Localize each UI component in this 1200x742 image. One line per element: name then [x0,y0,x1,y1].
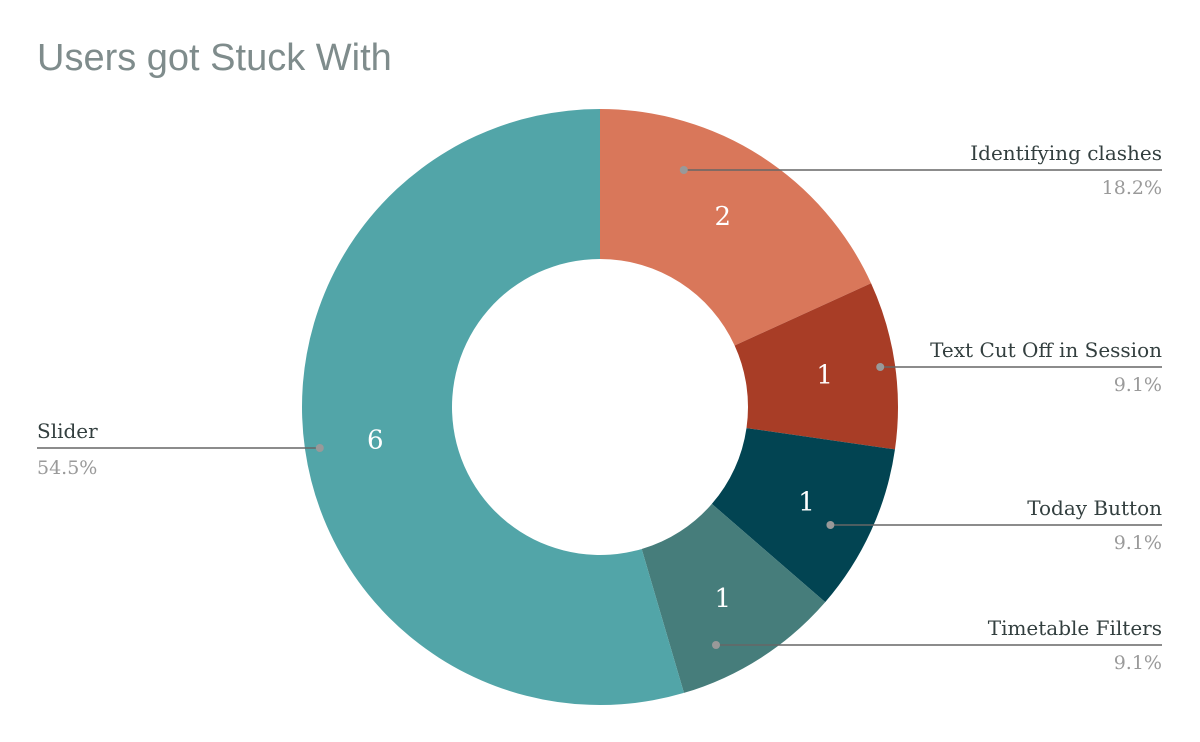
leader-lines-group [37,166,1162,649]
legend-label-text-cut-off-in-session: Text Cut Off in Session [930,338,1162,362]
slice-timetable-filters [641,503,826,693]
value-label-timetable-filters: 1 [714,584,731,614]
slice-slider [301,109,684,705]
legend-percent-identifying-clashes: 18.2% [1102,177,1162,199]
legend-label-today-button: Today Button [1027,496,1162,520]
leader-dot-timetable-filters [711,641,720,649]
slice-identifying-clashes [600,109,872,346]
legend-label-identifying-clashes: Identifying clashes [970,141,1162,165]
slice-today-button [711,428,895,603]
labels-group: 2 Identifying clashes 18.2% 1 Text Cut Off i… [37,141,1162,674]
legend-label-slider: Slider [37,419,98,443]
value-label-identifying-clashes: 2 [714,202,731,232]
legend-percent-today-button: 9.1% [1114,532,1162,554]
legend-percent-timetable-filters: 9.1% [1114,652,1162,674]
value-label-text-cut-off-in-session: 1 [816,361,833,391]
leader-dot-slider [315,444,324,452]
leader-dot-today-button [826,521,835,529]
chart-title: Users got Stuck With [37,37,392,79]
slices-group [301,109,898,705]
value-label-slider: 6 [367,425,384,455]
legend-label-timetable-filters: Timetable Filters [988,616,1162,640]
leader-dot-text-cut-off-in-session [876,363,885,371]
value-label-today-button: 1 [798,487,815,517]
slice-text-cut-off-in-session [734,283,898,450]
legend-percent-text-cut-off-in-session: 9.1% [1114,374,1162,396]
legend-percent-slider: 54.5% [37,457,97,479]
leader-dot-identifying-clashes [679,166,688,174]
